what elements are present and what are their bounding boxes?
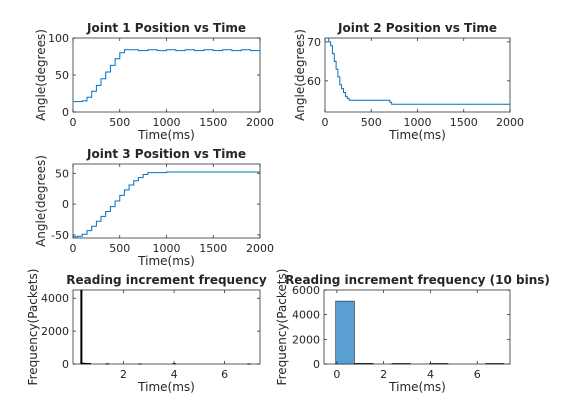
x-tick-label: 1500 xyxy=(199,116,227,129)
plot-area xyxy=(323,289,511,365)
histogram-bar xyxy=(354,363,374,365)
x-tick-label: 0 xyxy=(333,368,340,381)
x-axis-label: Time(ms) xyxy=(137,128,195,142)
y-axis-label: Frequency(Packets) xyxy=(26,269,40,386)
x-tick-label: 500 xyxy=(109,242,130,255)
x-tick-label: 500 xyxy=(361,116,382,129)
series-line xyxy=(73,171,260,238)
y-axis-label: Angle(degrees) xyxy=(293,29,307,121)
y-tick-label: 50 xyxy=(55,167,69,180)
x-axis-label: Time(ms) xyxy=(137,254,195,268)
subplot-title: Reading increment frequency xyxy=(66,273,267,287)
y-axis-label: Angle(degrees) xyxy=(34,29,48,121)
x-tick-label: 6 xyxy=(474,368,481,381)
histogram-bar xyxy=(105,363,110,365)
subplot-title: Reading increment frequency (10 bins) xyxy=(285,273,550,287)
subplot-histogram: Reading increment frequency 2 4 6 0 2000 4000… xyxy=(26,269,267,394)
y-tick-label: 60 xyxy=(307,75,321,88)
x-axis-label: Time(ms) xyxy=(137,380,195,394)
histogram-bar xyxy=(80,289,83,365)
y-tick-label: 4000 xyxy=(292,309,320,322)
subplot-title: Joint 1 Position vs Time xyxy=(86,21,246,35)
series-line xyxy=(325,37,510,105)
subplot-title: Joint 3 Position vs Time xyxy=(86,147,246,161)
x-tick-label: 2 xyxy=(380,368,387,381)
y-tick-label: 2000 xyxy=(41,325,69,338)
x-tick-label: 1500 xyxy=(450,116,478,129)
y-tick-label: 4000 xyxy=(41,292,69,305)
plot-area xyxy=(324,37,511,113)
subplot-histogram-10-bins: Reading increment frequency (10 bins) 0 2… xyxy=(275,269,550,394)
y-tick-label: 2000 xyxy=(292,333,320,346)
x-tick-label: 1500 xyxy=(199,242,227,255)
x-tick-label: 1000 xyxy=(153,116,181,129)
histogram-bar xyxy=(391,363,411,365)
x-tick-label: 2000 xyxy=(246,116,274,129)
x-tick-label: 500 xyxy=(109,116,130,129)
histogram-bar xyxy=(247,363,251,365)
histogram-bar xyxy=(335,300,355,365)
x-axis-label: Time(ms) xyxy=(388,128,446,142)
x-tick-label: 0 xyxy=(322,116,329,129)
x-tick-label: 6 xyxy=(221,368,228,381)
x-tick-label: 4 xyxy=(427,368,434,381)
histogram-bar xyxy=(81,362,86,365)
y-tick-label: 70 xyxy=(307,36,321,49)
plot-area xyxy=(72,163,261,239)
x-tick-label: 4 xyxy=(171,368,178,381)
x-axis-label: Time(ms) xyxy=(388,380,446,394)
x-tick-label: 2000 xyxy=(246,242,274,255)
y-axis-label: Frequency(Packets) xyxy=(275,269,289,386)
subplot-joint2-position: Joint 2 Position vs Time 0 500 1000 1500 200… xyxy=(293,21,524,142)
histogram-bar xyxy=(485,363,505,365)
x-tick-label: 0 xyxy=(70,242,77,255)
plot-area xyxy=(72,37,261,113)
x-tick-label: 2 xyxy=(120,368,127,381)
y-tick-label: 0 xyxy=(313,358,320,371)
subplot-joint3-position: Joint 3 Position vs Time 0 500 1000 1500 200… xyxy=(34,147,274,268)
x-tick-label: 2000 xyxy=(496,116,524,129)
x-tick-label: 0 xyxy=(70,116,77,129)
x-tick-label: 1000 xyxy=(404,116,432,129)
subplot-title: Joint 2 Position vs Time xyxy=(337,21,497,35)
y-tick-label: 0 xyxy=(62,358,69,371)
y-axis-label: Angle(degrees) xyxy=(34,155,48,247)
histogram-bar xyxy=(85,363,91,365)
y-tick-label: -50 xyxy=(51,229,69,242)
x-tick-label: 1000 xyxy=(153,242,181,255)
y-tick-label: 100 xyxy=(48,32,69,45)
plot-area xyxy=(72,289,261,365)
histogram-bar xyxy=(429,363,449,365)
series-line xyxy=(73,49,261,103)
y-tick-label: 0 xyxy=(62,106,69,119)
y-tick-label: 0 xyxy=(62,198,69,211)
y-tick-label: 6000 xyxy=(292,284,320,297)
histogram-bar xyxy=(138,363,142,365)
subplot-joint1-position: Joint 1 Position vs Time 0 500 1000 1500 200… xyxy=(34,21,274,142)
y-tick-label: 50 xyxy=(55,69,69,82)
